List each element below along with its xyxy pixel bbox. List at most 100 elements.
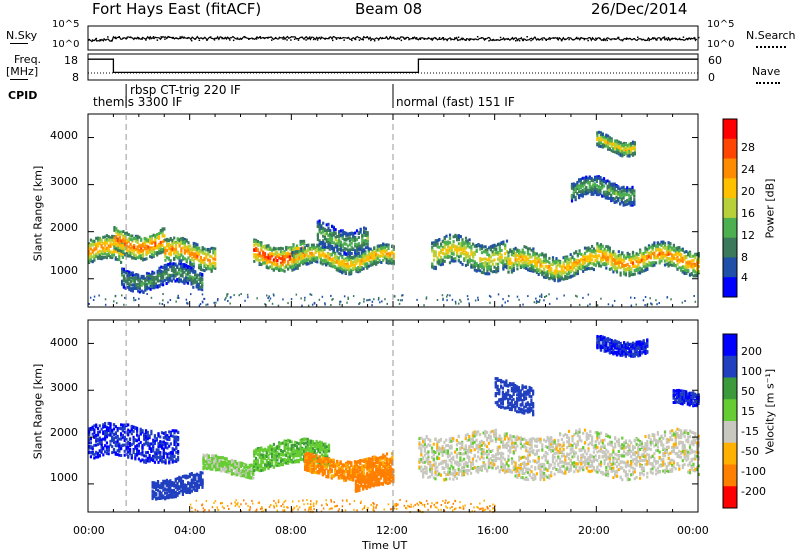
power-cell [619, 195, 622, 199]
power-cell [337, 259, 340, 263]
power-cell [210, 268, 213, 272]
power-cell [653, 253, 656, 257]
power-cell [477, 243, 480, 246]
power-cell [334, 232, 337, 236]
power-cell [449, 294, 451, 297]
power-cell [190, 263, 194, 267]
power-cell [576, 253, 579, 256]
power-cell [298, 250, 301, 254]
power-cell [498, 257, 501, 261]
power-cell [553, 275, 556, 278]
power-cell [129, 246, 132, 250]
power-cell [375, 261, 378, 265]
power-cell [628, 253, 631, 257]
power-cell [583, 192, 586, 196]
power-cell [541, 272, 544, 276]
power-cell [560, 273, 563, 276]
power-cell [263, 253, 267, 257]
power-cell [607, 146, 610, 150]
power-cell [285, 254, 288, 258]
power-cell [660, 255, 663, 259]
power-cell [140, 254, 143, 258]
power-cell [208, 259, 211, 263]
power-cell [612, 258, 615, 262]
power-cell [639, 270, 642, 274]
power-cell [604, 193, 607, 196]
power-cell [341, 254, 344, 258]
power-cell [350, 261, 353, 264]
power-cell [601, 249, 604, 253]
power-cell [534, 255, 537, 259]
power-cell [387, 261, 390, 265]
power-cell [147, 281, 150, 285]
power-cell [154, 284, 157, 288]
power-cell [607, 255, 610, 259]
power-cell [134, 257, 137, 261]
power-cell [559, 264, 562, 268]
power-cell [376, 244, 379, 248]
power-cell [169, 299, 172, 301]
power-cell [434, 252, 437, 256]
power-cell [195, 285, 198, 289]
velocity-cell [95, 437, 98, 441]
power-cell [597, 175, 600, 179]
power-cell [323, 252, 326, 256]
power-cell [383, 250, 387, 254]
power-cell [457, 259, 460, 263]
power-cell [323, 235, 327, 239]
power-cell [610, 198, 613, 202]
power-cell [364, 262, 367, 266]
power-cell [592, 184, 595, 188]
power-cell [592, 187, 595, 191]
power-cell [663, 253, 667, 257]
power-cell [461, 251, 464, 255]
power-cell [147, 251, 150, 255]
power-cell [583, 187, 586, 191]
power-cell [468, 254, 471, 258]
power-cell [619, 266, 622, 270]
power-cell [131, 289, 134, 293]
power-cell [355, 243, 359, 247]
power-cell [669, 261, 672, 264]
power-cell [323, 229, 327, 232]
power-cell [601, 134, 604, 138]
power-cell [690, 259, 693, 263]
power-cell [660, 248, 663, 252]
power-cell [352, 234, 355, 237]
power-cell [321, 251, 324, 255]
power-cell [348, 252, 351, 256]
power-cell [599, 249, 603, 253]
power-cell [366, 254, 369, 258]
power-cell [692, 269, 695, 273]
power-cell [683, 257, 686, 261]
power-cell [326, 260, 330, 264]
power-cell [450, 246, 453, 249]
power-cell [633, 190, 636, 194]
power-cell [288, 257, 291, 261]
power-cell [510, 269, 514, 273]
power-cell [316, 220, 319, 224]
power-cell [285, 265, 288, 269]
power-cell [685, 256, 688, 260]
power-cell [477, 244, 480, 247]
power-cell [332, 247, 335, 251]
power-cell [290, 250, 293, 254]
power-cell [126, 270, 129, 274]
power-cell [138, 277, 141, 281]
power-cell [133, 281, 136, 285]
power-cell [358, 259, 362, 263]
power-cell [622, 193, 625, 197]
power-cell [448, 255, 452, 259]
power-cell [287, 262, 290, 266]
power-cell [296, 264, 299, 268]
power-cell [452, 240, 455, 244]
power-cell [355, 245, 359, 249]
power-cell [438, 260, 441, 263]
power-cell [201, 246, 204, 250]
power-cell [472, 255, 475, 259]
power-cell [178, 267, 181, 271]
power-cell [364, 254, 367, 258]
power-cell [156, 270, 159, 274]
power-cell [316, 248, 319, 252]
power-cell [521, 250, 524, 254]
